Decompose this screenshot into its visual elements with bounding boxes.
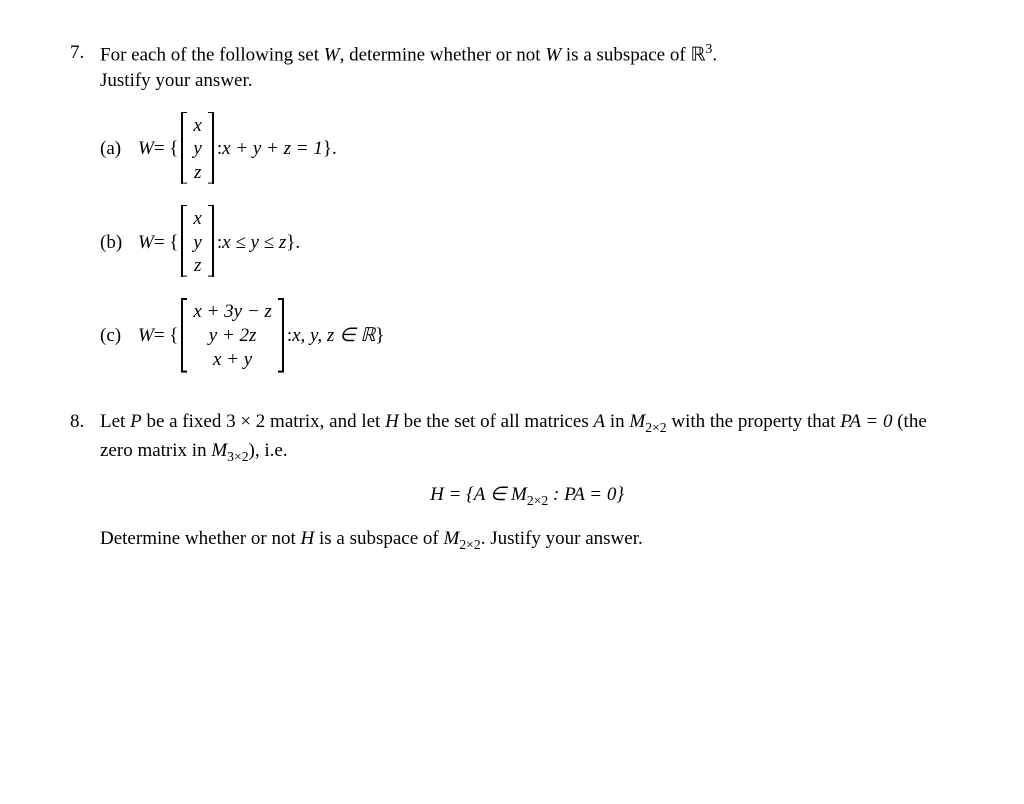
p8-M22b: M: [444, 528, 460, 549]
p7b-vec-col: x y z: [189, 205, 205, 280]
p7a-label: (a): [100, 136, 138, 162]
p7a-vec-col: x y z: [189, 112, 205, 187]
p8-l2c: ), i.e.: [249, 440, 288, 461]
p7b-vector: x y z: [181, 205, 213, 280]
p7-W2: W: [545, 44, 561, 65]
p7c-content: W = { x + 3y − z y + 2z x + y : x, y, z …: [138, 298, 385, 373]
p7b-v0: x: [193, 207, 201, 231]
left-bracket: [181, 298, 189, 372]
p8-eq-sub: 2×2: [527, 493, 548, 508]
p8-l3b: is a subspace of: [314, 528, 443, 549]
p7b-v1: y: [193, 231, 201, 255]
p7-intro-d: .: [712, 44, 717, 65]
problem-7-body: For each of the following set W, determi…: [100, 40, 954, 391]
p7b: (b) W = { x y z : x ≤ y ≤ z}.: [100, 205, 954, 280]
p8-eq-b: : PA = 0}: [548, 484, 624, 505]
right-bracket: [276, 298, 284, 372]
p7a-eq: = {: [154, 136, 179, 162]
p8-M32: M: [211, 440, 227, 461]
p8-PA0: PA = 0: [840, 411, 892, 432]
p8-M32sub: 3×2: [227, 448, 248, 463]
p7c-W: W: [138, 323, 154, 349]
p7a-close: }.: [323, 136, 337, 162]
p7c-eq: = {: [154, 323, 179, 349]
p7a-v1: y: [193, 137, 201, 161]
p7c-v2: x + y: [193, 348, 271, 372]
p7b-label: (b): [100, 230, 138, 256]
p8-M22sub: 2×2: [645, 420, 666, 435]
p8-line3: Determine whether or not H is a subspace…: [100, 526, 954, 554]
p8-H2: H: [300, 528, 314, 549]
p8-l3a: Determine whether or not: [100, 528, 300, 549]
right-bracket: [206, 205, 214, 277]
p7a-vector: x y z: [181, 112, 213, 187]
p7-intro-c: is a subspace of: [561, 44, 690, 65]
problem-8-number: 8.: [70, 409, 100, 554]
p7c-vector: x + 3y − z y + 2z x + y: [181, 298, 283, 373]
p7a: (a) W = { x y z : x + y + z = 1}.: [100, 112, 954, 187]
p7a-v2: z: [193, 161, 201, 185]
p7b-eq: = {: [154, 230, 179, 256]
right-bracket: [206, 112, 214, 184]
p8-l2a: property that: [738, 411, 840, 432]
p7b-cond-b: x ≤ y ≤ z: [222, 230, 286, 256]
p8-l1a: Let: [100, 411, 130, 432]
p8-l1d: in: [605, 411, 629, 432]
p8-display-eq: H = {A ∈ M2×2 : PA = 0}: [100, 482, 954, 510]
p8-l3c: . Justify your answer.: [481, 528, 643, 549]
p7c-label: (c): [100, 323, 138, 349]
p7b-W: W: [138, 230, 154, 256]
p7b-close: }.: [286, 230, 300, 256]
problem-7: 7. For each of the following set W, dete…: [70, 40, 954, 391]
p7-justify: Justify your answer.: [100, 68, 954, 94]
p7a-W: W: [138, 136, 154, 162]
p7c-cond-b: x, y, z ∈ ℝ: [292, 323, 375, 349]
p8-H: H: [385, 411, 399, 432]
p8-M22: M: [629, 411, 645, 432]
p8-l1b: be a fixed 3 × 2 matrix, and let: [142, 411, 385, 432]
p7a-v0: x: [193, 114, 201, 138]
left-bracket: [181, 205, 189, 277]
p7b-content: W = { x y z : x ≤ y ≤ z}.: [138, 205, 300, 280]
p7-intro-b: , determine whether or not: [340, 44, 546, 65]
p7c-v1: y + 2z: [193, 324, 271, 348]
p7c-vec-col: x + 3y − z y + 2z x + y: [189, 298, 275, 373]
p8-l1c: be the set of all matrices: [399, 411, 594, 432]
problem-8: 8. Let P be a fixed 3 × 2 matrix, and le…: [70, 409, 954, 554]
p7a-content: W = { x y z : x + y + z = 1}.: [138, 112, 337, 187]
problem-7-number: 7.: [70, 40, 100, 391]
p8-A: A: [594, 411, 606, 432]
p7-intro-a: For each of the following set: [100, 44, 324, 65]
p8-M22bsub: 2×2: [459, 537, 480, 552]
left-bracket: [181, 112, 189, 184]
p7c: (c) W = { x + 3y − z y + 2z x + y : x, y…: [100, 298, 954, 373]
p7-R: ℝ: [690, 44, 705, 65]
p8-l1e: with the: [667, 411, 734, 432]
p8-eq-a: H = {A ∈ M: [430, 484, 527, 505]
p7b-v2: z: [193, 254, 201, 278]
p8-P: P: [130, 411, 142, 432]
problem-8-body: Let P be a fixed 3 × 2 matrix, and let H…: [100, 409, 954, 554]
p7c-close: }: [375, 323, 384, 349]
p7a-cond-b: x + y + z = 1: [222, 136, 323, 162]
p7c-v0: x + 3y − z: [193, 300, 271, 324]
p7-W1: W: [324, 44, 340, 65]
